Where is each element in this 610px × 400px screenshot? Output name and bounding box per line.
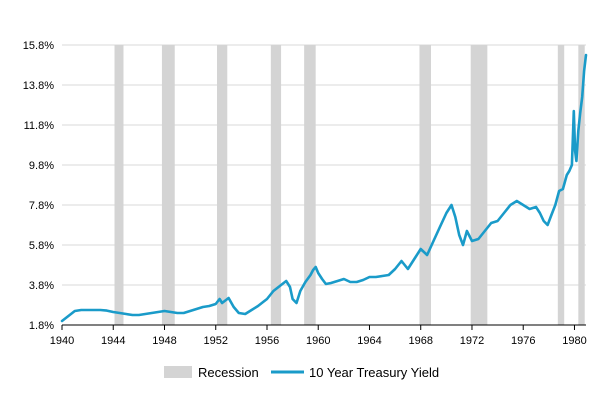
recession-band xyxy=(114,45,124,325)
recession-band xyxy=(557,45,565,325)
x-tick-label: 1952 xyxy=(203,335,227,347)
x-tick-label: 1960 xyxy=(306,335,330,347)
legend-label-recession: Recession xyxy=(198,365,259,380)
x-tick-label: 1956 xyxy=(255,335,279,347)
recession-band xyxy=(578,45,585,325)
recession-band xyxy=(419,45,431,325)
x-tick-label: 1968 xyxy=(408,335,432,347)
y-tick-label: 3.8% xyxy=(29,280,54,292)
series-lines xyxy=(60,53,588,323)
legend-label-treasury-yield: 10 Year Treasury Yield xyxy=(309,365,439,380)
recession-band xyxy=(304,45,316,325)
recession-bands xyxy=(114,45,585,325)
x-tick-label: 1948 xyxy=(152,335,176,347)
y-tick-label: 5.8% xyxy=(29,240,54,252)
y-tick-label: 1.8% xyxy=(29,320,54,332)
x-tick-labels: 1940 1944 1948 1952 1956 1960 1964 1968 1972 1976… xyxy=(50,335,587,347)
recession-band xyxy=(217,45,228,325)
x-tick-label: 1976 xyxy=(511,335,535,347)
recession-band xyxy=(270,45,282,325)
y-tick-label: 11.8% xyxy=(24,120,55,132)
legend-swatch-recession xyxy=(164,366,192,378)
legend: Recession 10 Year Treasury Yield xyxy=(164,365,439,380)
x-axis xyxy=(61,324,586,330)
y-tick-label: 13.8% xyxy=(23,80,54,92)
series-line-10-year-treasury-yield xyxy=(60,53,588,323)
x-tick-label: 1972 xyxy=(460,335,484,347)
x-tick-label: 1944 xyxy=(101,335,125,347)
y-tick-labels: 1.8% 3.8% 5.8% 7.8% 9.8% 11.8% 13.8% 15.8% xyxy=(23,40,54,332)
y-tick-label: 9.8% xyxy=(29,160,54,172)
recession-band xyxy=(470,45,488,325)
x-tick-label: 1940 xyxy=(50,335,74,347)
x-tick-label: 1964 xyxy=(357,335,381,347)
recession-band xyxy=(161,45,175,325)
gridlines xyxy=(62,44,586,286)
x-tick-label: 1980 xyxy=(562,335,586,347)
y-tick-label: 7.8% xyxy=(29,200,54,212)
y-tick-label: 15.8% xyxy=(23,40,54,52)
